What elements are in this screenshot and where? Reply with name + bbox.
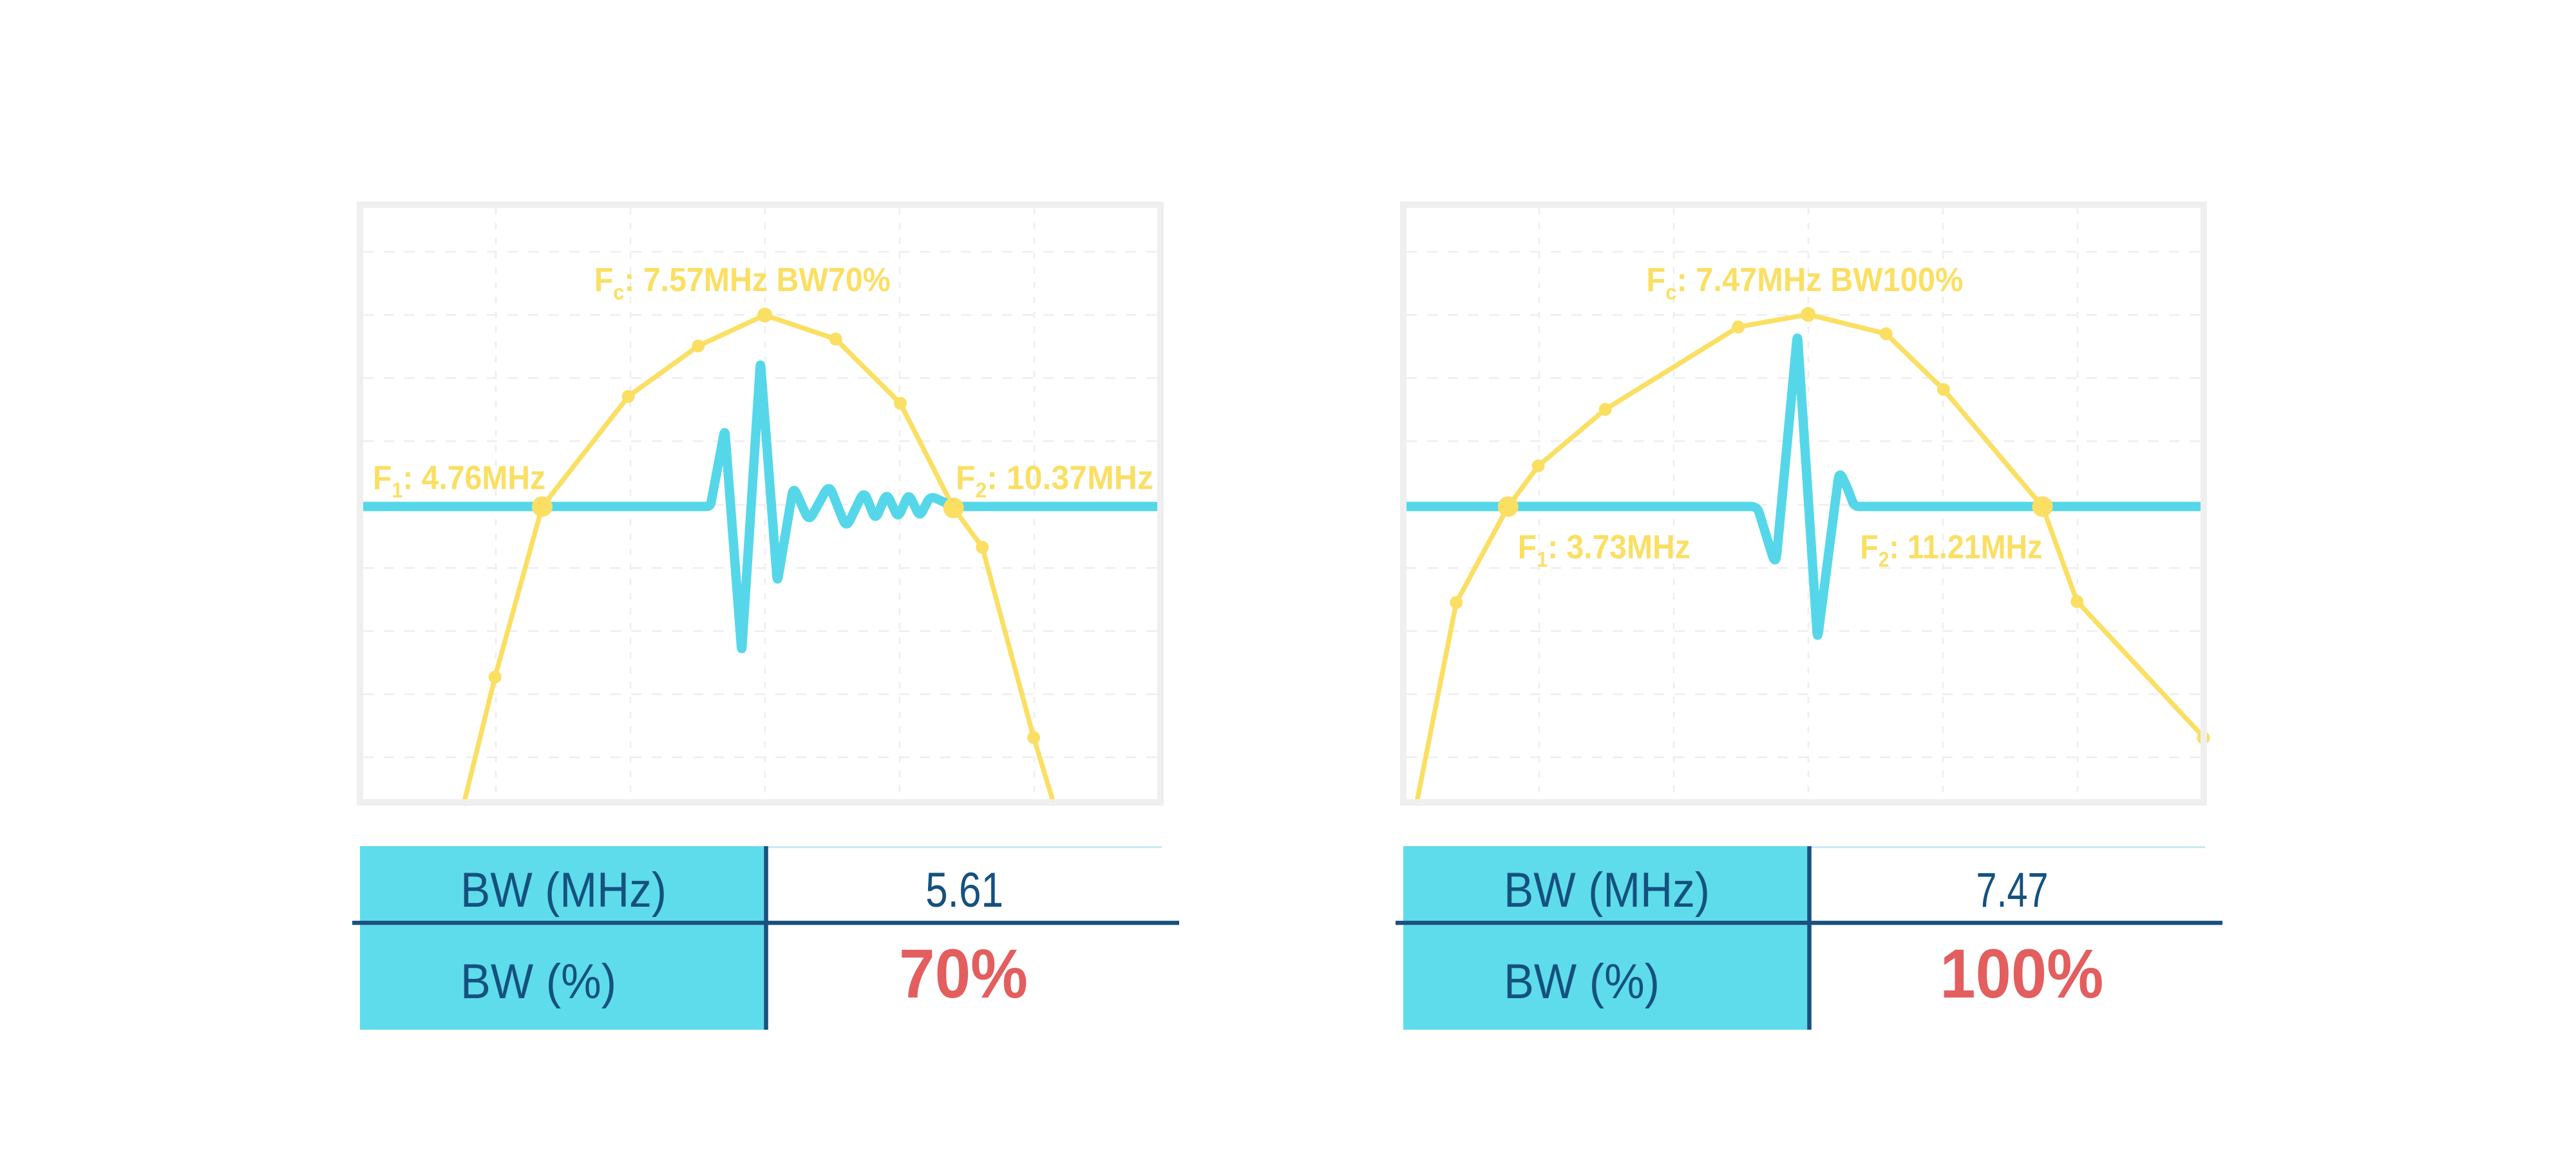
svg-text:BW (%): BW (%) <box>1504 954 1660 1009</box>
svg-text:BW (MHz): BW (MHz) <box>1504 863 1710 918</box>
svg-text:100%: 100% <box>1940 934 2103 1012</box>
svg-text:BW (MHz): BW (MHz) <box>460 863 667 918</box>
svg-text:BW (%): BW (%) <box>460 954 616 1009</box>
svg-text:Fc: 7.57MHz BW70%: Fc: 7.57MHz BW70% <box>594 261 891 304</box>
svg-text:F2: 11.21MHz: F2: 11.21MHz <box>1860 529 2042 571</box>
svg-text:7.47: 7.47 <box>1976 863 2049 918</box>
svg-text:5.61: 5.61 <box>925 863 1003 918</box>
svg-text:F2: 10.37MHz: F2: 10.37MHz <box>956 459 1153 502</box>
svg-text:70%: 70% <box>899 934 1028 1012</box>
svg-text:Fc: 7.47MHz BW100%: Fc: 7.47MHz BW100% <box>1646 261 1963 304</box>
